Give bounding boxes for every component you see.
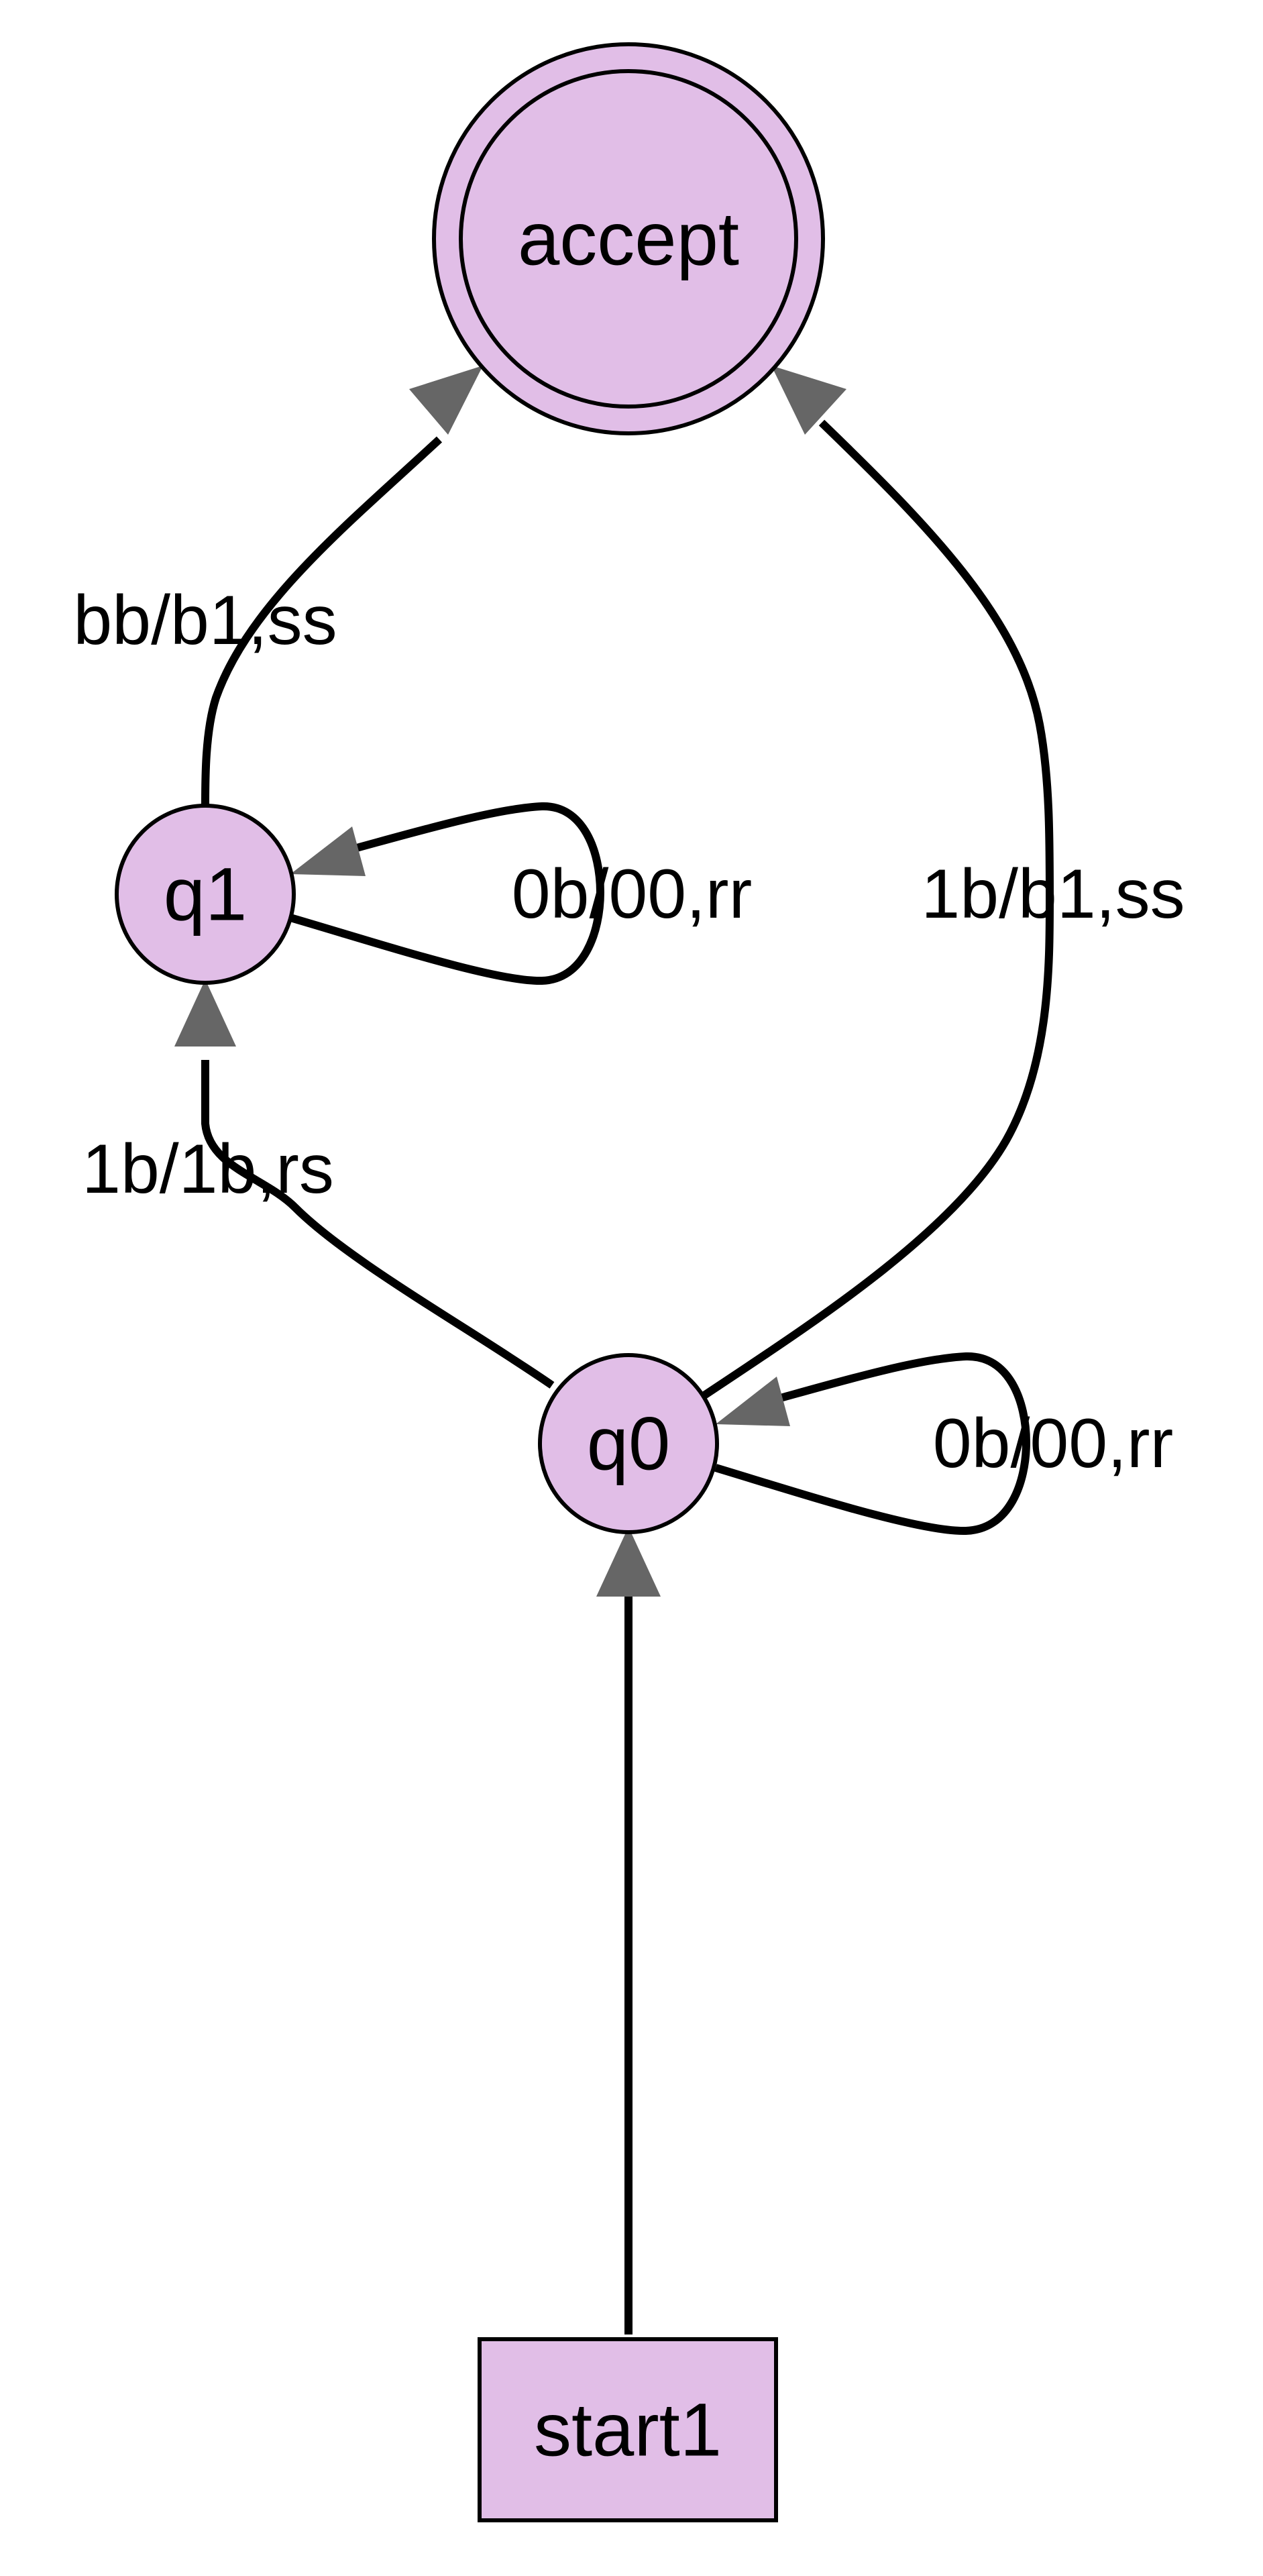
arrowhead-q1-self-loop: [290, 826, 366, 876]
node-label-accept: accept: [518, 197, 739, 281]
edge-q1-to-accept: [201, 436, 443, 806]
edge-label-q0-to-q1: 1b/1b,rs: [82, 1130, 334, 1208]
edge-label-q0-to-accept: 1b/b1,ss: [921, 855, 1185, 933]
node-label-q0: q0: [587, 1402, 671, 1486]
node-q0: q0: [538, 1353, 719, 1534]
node-accept: accept: [432, 42, 825, 435]
accept-inner-circle: [459, 69, 798, 409]
arrowhead-q0-self-loop: [716, 1377, 790, 1426]
edge-q1-self-loop: [289, 802, 605, 985]
node-q1: q1: [115, 804, 296, 985]
arrowhead-q0-to-q1: [174, 979, 236, 1046]
edge-q0-self-loop: [714, 1352, 1031, 1536]
node-start1: start1: [478, 2337, 778, 2522]
arrowhead-q0-to-accept: [771, 366, 846, 435]
edge-q0-to-accept: [702, 419, 1054, 1399]
edge-label-q1-self-loop: 0b/00,rr: [512, 855, 752, 933]
node-label-q1: q1: [164, 853, 248, 936]
edge-label-q1-to-accept: bb/b1,ss: [73, 582, 337, 659]
edge-q0-to-q1: [201, 1060, 555, 1389]
q0-circle: [538, 1353, 719, 1534]
arrowhead-q1-to-accept: [409, 366, 483, 435]
edge-label-q0-self-loop: 0b/00,rr: [933, 1405, 1173, 1483]
q1-circle: [115, 804, 296, 985]
start1-box: [478, 2337, 778, 2522]
arrowhead-start1-to-q0: [596, 1527, 661, 1597]
node-label-start1: start1: [534, 2388, 722, 2472]
